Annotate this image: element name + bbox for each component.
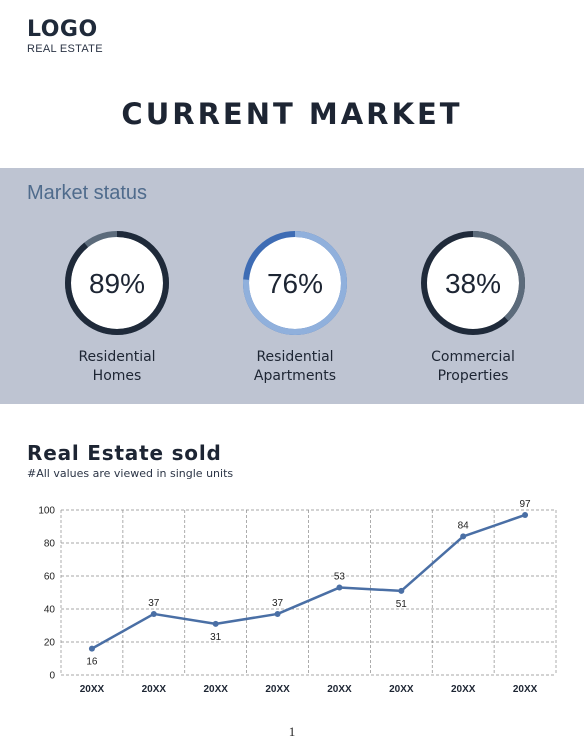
data-point xyxy=(212,620,219,627)
data-label: 31 xyxy=(210,632,222,643)
y-tick-label: 20 xyxy=(44,638,56,649)
gauge-inner xyxy=(248,236,342,330)
x-tick-label: 20XX xyxy=(265,684,290,695)
x-tick-label: 20XX xyxy=(142,684,167,695)
data-label: 37 xyxy=(272,598,284,609)
data-label: 53 xyxy=(334,572,346,583)
gauge-label: Residential Homes xyxy=(47,348,187,386)
market-status-title: Market status xyxy=(27,182,148,204)
data-point xyxy=(274,610,281,617)
data-point xyxy=(150,610,157,617)
gauge-commercial-properties: 38% Commercial Properties xyxy=(403,230,543,390)
gauge-inner xyxy=(70,236,164,330)
gauge-inner xyxy=(426,236,520,330)
gauge-fill xyxy=(65,231,169,335)
x-tick-label: 20XX xyxy=(80,684,105,695)
x-tick-label: 20XX xyxy=(327,684,352,695)
gauge-residential-homes: 89% Residential Homes xyxy=(47,230,187,390)
logo-subtitle: REAL ESTATE xyxy=(27,43,103,55)
y-tick-label: 80 xyxy=(44,539,56,550)
gauge-label-line1: Residential xyxy=(256,349,334,365)
y-tick-label: 100 xyxy=(38,506,55,517)
gauge-residential-apartments: 76% Residential Apartments xyxy=(225,230,365,390)
data-label: 51 xyxy=(396,599,408,610)
real-estate-sold-chart: 0 20 40 60 80 100 20XX 20XX 20XX 20XX 20XX 20XX 20XX… xyxy=(38,499,557,695)
gauge-ring xyxy=(65,231,169,335)
data-point xyxy=(522,511,529,518)
gauge-label-line2: Apartments xyxy=(253,368,337,384)
gauge-label: Residential Apartments xyxy=(225,348,365,386)
gauge-label: Commercial Properties xyxy=(403,348,543,386)
x-tick-label: 20XX xyxy=(513,684,538,695)
gauge-label-line1: Residential xyxy=(78,349,156,365)
data-point xyxy=(88,645,95,652)
page-number: 1 xyxy=(288,724,296,739)
real-estate-sold-note: #All values are viewed in single units xyxy=(27,467,234,480)
gauge-fill xyxy=(421,231,525,335)
data-label: 37 xyxy=(148,598,160,609)
logo-mark: LOGO xyxy=(27,17,98,42)
data-point xyxy=(336,584,343,591)
x-tick-label: 20XX xyxy=(451,684,476,695)
y-tick-label: 40 xyxy=(44,605,56,616)
x-tick-label: 20XX xyxy=(389,684,414,695)
y-tick-label: 60 xyxy=(44,572,56,583)
real-estate-sold-title: Real Estate sold xyxy=(27,441,222,465)
gauge-label-line1: Commercial xyxy=(431,349,515,365)
logo: LOGO REAL ESTATE xyxy=(27,17,103,56)
data-label: 97 xyxy=(520,499,532,510)
gauge-value: 76% xyxy=(266,268,324,299)
gauge-value: 38% xyxy=(444,268,502,299)
gauge-value: 89% xyxy=(88,268,146,299)
market-status-section: Market status 89% Residential Homes 76% … xyxy=(0,168,584,404)
gauge-label-line2: Homes xyxy=(92,368,142,384)
x-tick-label: 20XX xyxy=(203,684,228,695)
gauge-ring xyxy=(421,231,525,335)
page-title: CURRENT MARKET xyxy=(121,97,463,131)
data-point xyxy=(398,587,405,594)
y-tick-label: 0 xyxy=(49,671,55,682)
series-line xyxy=(91,513,526,650)
gauge-ring xyxy=(243,231,347,335)
gauge-label-line2: Properties xyxy=(437,368,509,384)
data-point xyxy=(460,533,467,540)
data-label: 84 xyxy=(458,520,470,531)
gauge-fill xyxy=(243,231,347,335)
data-label: 16 xyxy=(86,657,98,668)
